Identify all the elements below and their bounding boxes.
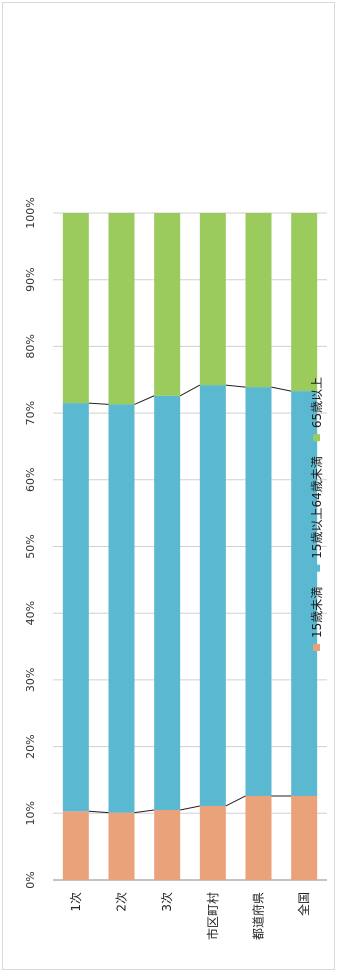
value-axis-tick-label: 50% [24,534,37,558]
value-axis-tick-label: 30% [24,668,37,692]
bar-segment [154,395,181,810]
legend-swatch [313,644,320,651]
bar-segment [245,795,272,880]
bar-segment [154,213,181,396]
series-line [134,395,155,405]
value-axis-tick-label: 90% [24,267,37,291]
value-axis-tick-label: 40% [24,601,37,625]
value-axis-tick-label: 10% [24,801,37,825]
bar-segment [199,805,226,880]
bar-segment [291,391,318,796]
bar-segment [154,809,181,880]
bar-segment [291,795,318,880]
value-axis-tick-label: 0% [24,871,37,888]
bar-segment [199,213,226,386]
bar-segment [108,213,135,405]
legend-label: 15歳以上64歳未満 [310,456,324,559]
series-line [88,402,109,405]
bar-segment [291,213,318,392]
category-label: 1次 [69,892,83,912]
bar-segment [62,811,89,880]
legend-label: 65歳以上 [310,377,324,428]
series-line [180,805,200,811]
bar-segment [199,385,226,806]
bar-segment [245,387,272,796]
category-label: 市区町村 [205,892,220,940]
series-line [179,384,201,397]
value-axis-tick-label: 80% [24,334,37,358]
value-axis-tick-label: 100% [24,197,37,228]
legend-swatch [313,564,320,572]
legend-label: 15歳未満 [310,587,324,638]
value-axis-tick-label: 70% [24,401,37,425]
series-line [225,795,246,807]
category-label: 都道府県 [251,892,266,940]
bar-segment [62,403,89,812]
value-axis-tick-label: 20% [24,734,37,758]
category-label: 3次 [160,892,174,912]
series-line [134,809,155,814]
category-label: 2次 [115,892,129,912]
category-label: 全国 [296,892,311,916]
series-line [271,386,292,392]
bar-segment [245,213,272,388]
series-line [225,384,246,388]
series-line [88,810,109,814]
legend-swatch [313,434,320,442]
value-axis-tick-label: 60% [24,468,37,492]
bar-segment [108,812,135,880]
bar-segment [108,404,135,813]
bar-segment [62,213,89,404]
